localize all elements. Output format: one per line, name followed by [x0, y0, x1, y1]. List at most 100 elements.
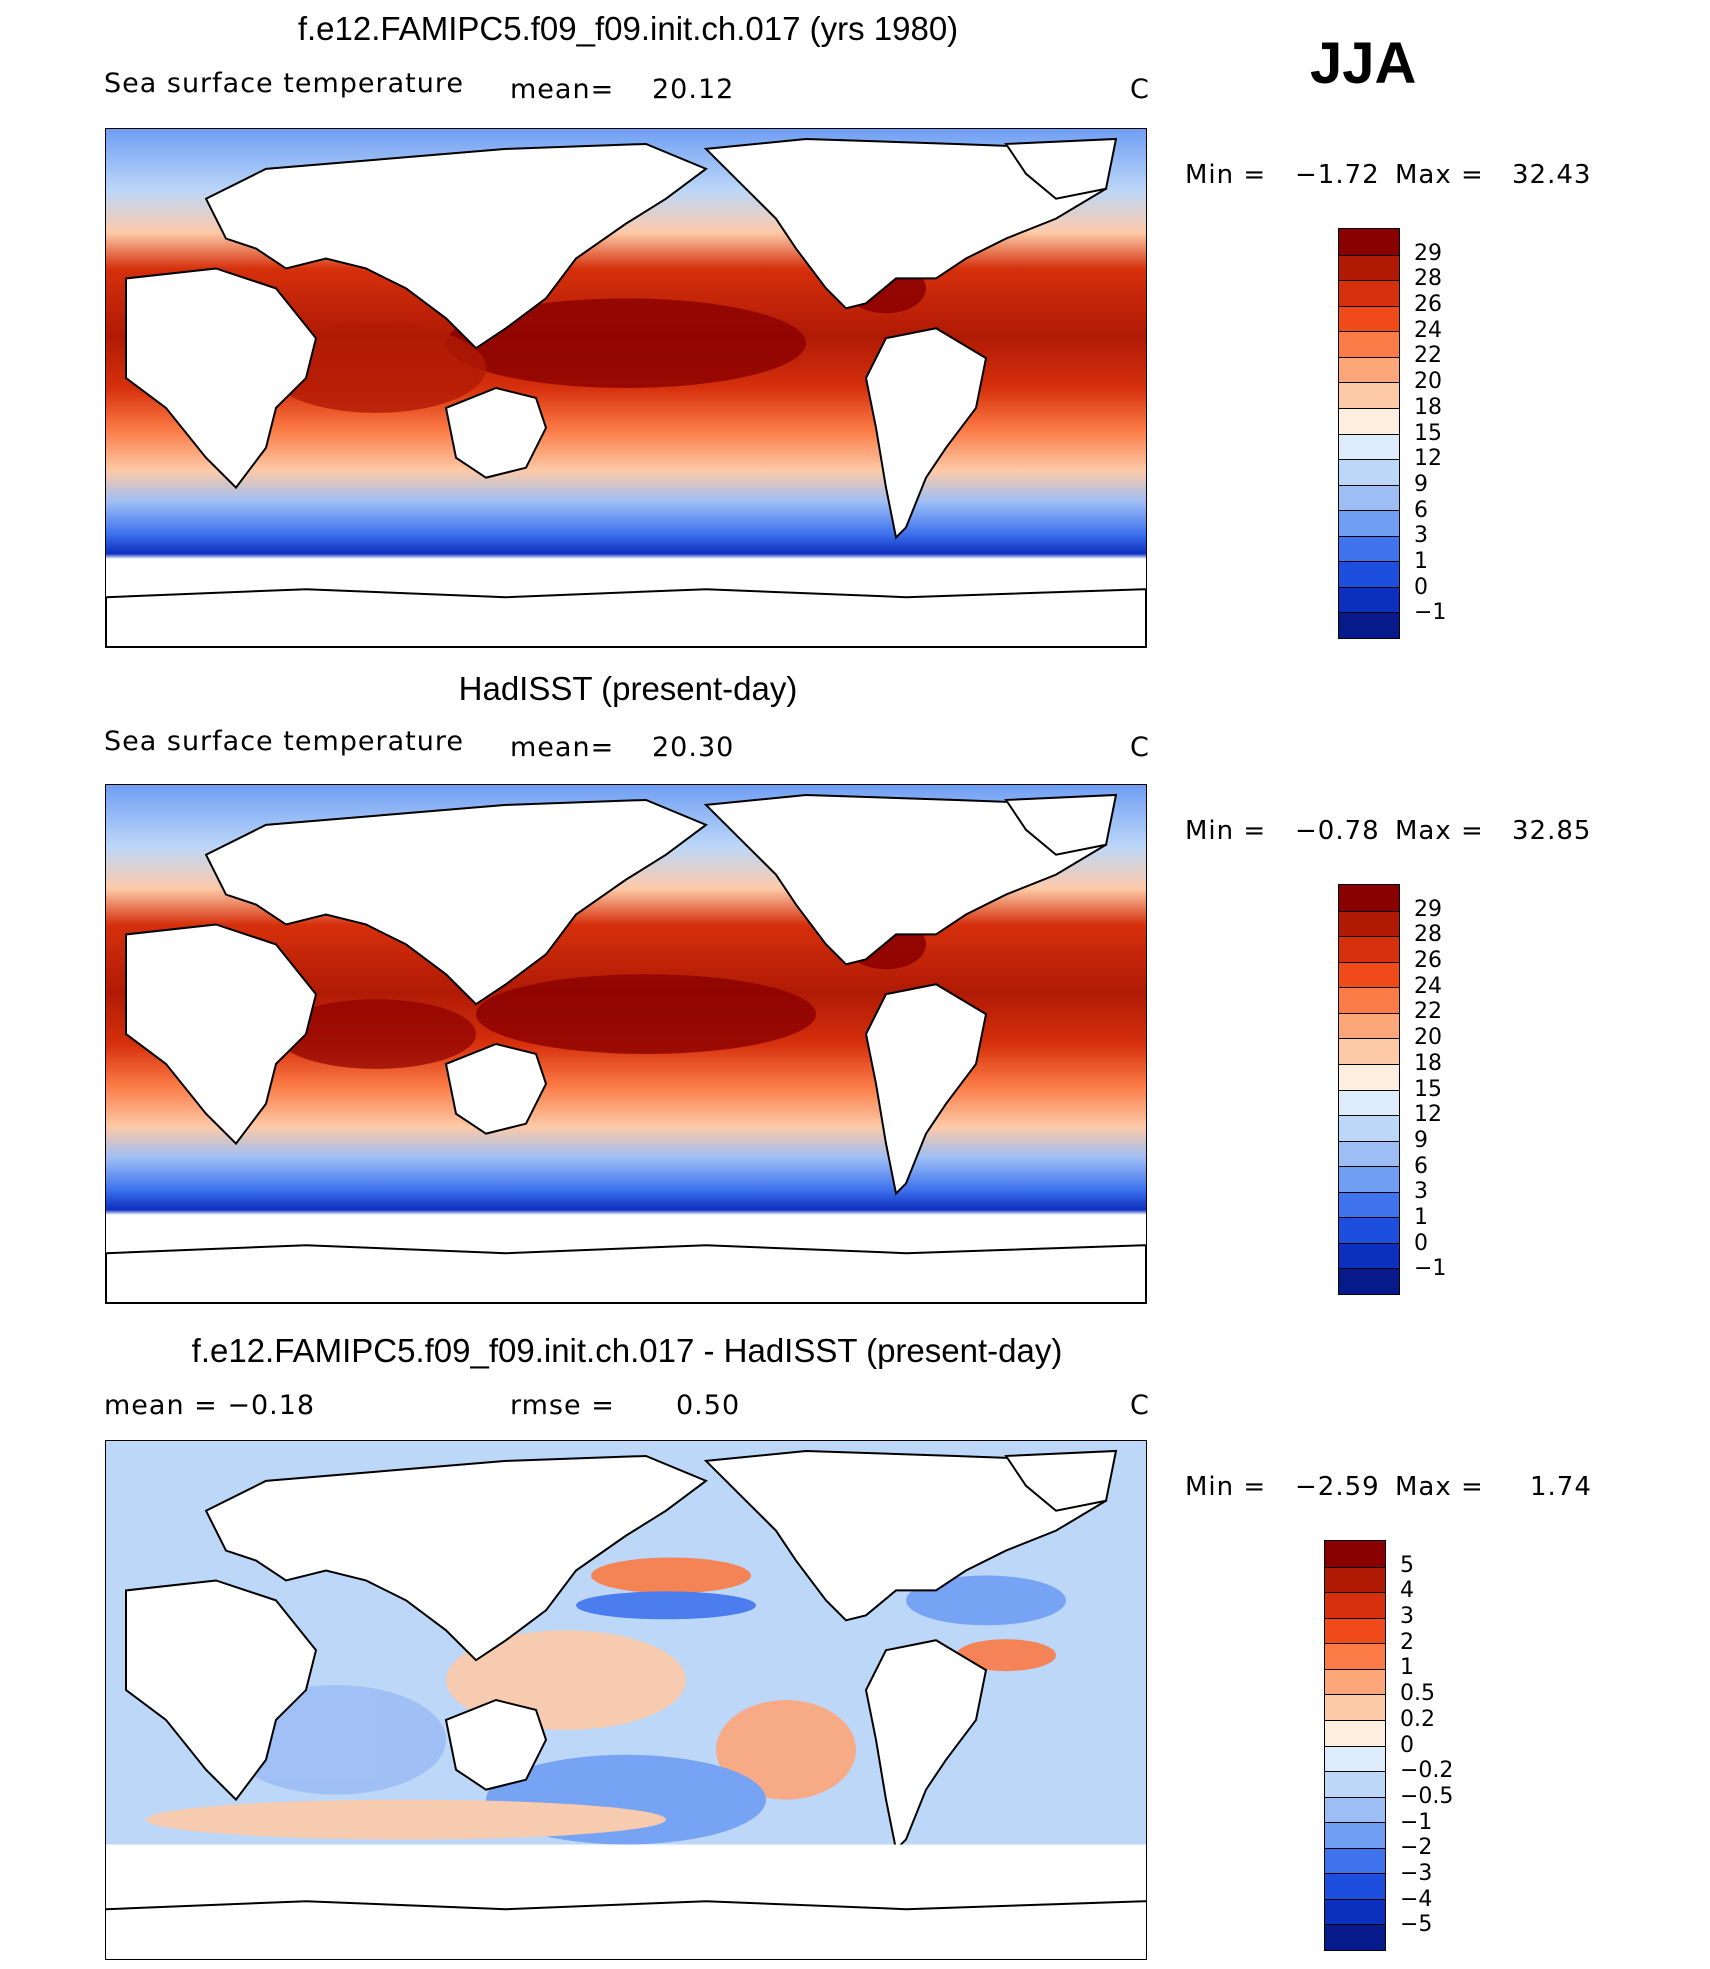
colorbar-swatch	[1339, 331, 1399, 357]
colorbar-swatch	[1339, 459, 1399, 485]
panel-3-anomaly-atlantic-cold	[906, 1575, 1066, 1626]
panel-2-eurasia	[204, 798, 708, 1006]
panel-1-max-label: Max =	[1395, 160, 1484, 190]
panel-3-australia	[444, 1698, 548, 1791]
colorbar-tick-label: −1	[1414, 600, 1447, 626]
panel-3-anomaly-east-pacific	[716, 1700, 856, 1800]
colorbar-tick-label: 12	[1414, 1102, 1442, 1128]
panel-2-antarctica	[106, 1244, 1146, 1303]
colorbar-swatch	[1339, 1268, 1399, 1294]
colorbar-tick-label: 3	[1414, 1179, 1428, 1205]
colorbar-swatch	[1339, 433, 1399, 460]
colorbar-tick-label: 6	[1414, 497, 1428, 523]
colorbar-tick-label: 3	[1414, 523, 1428, 549]
colorbar-swatch	[1339, 1166, 1399, 1192]
panel-1-australia	[444, 386, 548, 479]
panel-2-mean-label: mean=	[510, 732, 615, 763]
panel-1-warm-pool	[446, 298, 806, 388]
panel-3-max-value: 1.74	[1530, 1472, 1592, 1502]
panel-1-title: f.e12.FAMIPC5.f09_f09.init.ch.017 (yrs 1…	[297, 10, 959, 47]
colorbar-swatch	[1339, 356, 1399, 383]
colorbar-swatch	[1325, 1592, 1385, 1618]
colorbar-tick-label: 0.5	[1400, 1681, 1435, 1707]
colorbar-swatch	[1325, 1873, 1385, 1899]
panel-3-eurasia	[204, 1454, 708, 1662]
colorbar-tick-label: −4	[1400, 1886, 1433, 1912]
colorbar-swatch	[1325, 1796, 1385, 1823]
colorbar-swatch	[1325, 1771, 1385, 1797]
colorbar-tick-label: 20	[1414, 369, 1442, 395]
colorbar-swatch	[1339, 1089, 1399, 1116]
colorbar-swatch	[1325, 1617, 1385, 1644]
panel-3-antarctica	[106, 1844, 1146, 1959]
panel-3-max-label: Max =	[1395, 1472, 1484, 1502]
panel-3-colorbar-ticks: 5 4 3 2 1 0.5 0.2 0 −0.2 −0.5 −1 −2 −3 −4 −5	[1400, 1540, 1480, 1951]
panel-3-anomaly-southern-ocean	[146, 1799, 666, 1840]
colorbar-swatch	[1339, 1012, 1399, 1039]
colorbar-swatch	[1325, 1541, 1385, 1567]
colorbar-swatch	[1325, 1822, 1385, 1848]
colorbar-swatch	[1325, 1566, 1385, 1593]
colorbar-swatch	[1339, 936, 1399, 962]
colorbar-tick-label: 5	[1400, 1552, 1414, 1578]
panel-2-mean-value: 20.30	[652, 732, 735, 763]
colorbar-swatch	[1339, 229, 1399, 255]
panel-1-colorbar	[1338, 228, 1400, 639]
colorbar-swatch	[1325, 1643, 1385, 1669]
panel-1-south-america	[864, 327, 988, 540]
colorbar-tick-label: 3	[1400, 1604, 1414, 1630]
colorbar-tick-label: 22	[1414, 343, 1442, 369]
panel-2-south-america	[864, 983, 988, 1196]
panel-2-units: C	[1130, 732, 1150, 763]
colorbar-tick-label: −0.2	[1400, 1758, 1454, 1784]
colorbar-tick-label: 1	[1414, 548, 1428, 574]
colorbar-tick-label: 4	[1400, 1578, 1414, 1604]
colorbar-tick-label: 18	[1414, 394, 1442, 420]
panel-2-warm-pool	[476, 974, 816, 1054]
colorbar-tick-label: 2	[1400, 1629, 1414, 1655]
colorbar-swatch	[1339, 612, 1399, 638]
panel-3-greenland	[1004, 1449, 1118, 1512]
panel-1-africa	[125, 267, 318, 490]
colorbar-swatch	[1325, 1719, 1385, 1746]
panel-1-min-value: −1.72	[1295, 160, 1380, 190]
panel-3-min-value: −2.59	[1295, 1472, 1380, 1502]
panel-3-colorbar	[1324, 1540, 1386, 1951]
panel-2-min-label: Min =	[1185, 816, 1267, 846]
colorbar-tick-label: 0	[1400, 1732, 1414, 1758]
colorbar-swatch	[1339, 1242, 1399, 1269]
panel-3-anomaly-north-pacific-warm	[591, 1557, 751, 1594]
panel-1-units: C	[1130, 74, 1150, 105]
colorbar-tick-label: 20	[1414, 1025, 1442, 1051]
panel-3-title: f.e12.FAMIPC5.f09_f09.init.ch.017 - HadI…	[191, 1332, 1063, 1369]
colorbar-swatch	[1339, 407, 1399, 434]
colorbar-swatch	[1339, 280, 1399, 306]
panel-2-colorbar	[1338, 884, 1400, 1295]
colorbar-tick-label: 9	[1414, 471, 1428, 497]
colorbar-tick-label: 1	[1400, 1655, 1414, 1681]
colorbar-tick-label: 1	[1414, 1204, 1428, 1230]
colorbar-tick-label: −0.5	[1400, 1783, 1454, 1809]
season-label: JJA	[1310, 31, 1417, 96]
panel-2-colorbar-ticks: 29 28 26 24 22 20 18 15 12 9 6 3 1 0 −1	[1414, 884, 1494, 1295]
colorbar-tick-label: 22	[1414, 999, 1442, 1025]
colorbar-swatch	[1339, 1191, 1399, 1218]
colorbar-tick-label: 26	[1414, 292, 1442, 318]
colorbar-swatch	[1325, 1898, 1385, 1925]
colorbar-tick-label: 24	[1414, 973, 1442, 999]
panel-3-africa	[125, 1579, 318, 1802]
colorbar-tick-label: 15	[1414, 1076, 1442, 1102]
panel-3-south-america	[864, 1639, 988, 1852]
colorbar-tick-label: 29	[1414, 240, 1442, 266]
colorbar-tick-label: −1	[1400, 1809, 1433, 1835]
panel-1-eurasia	[204, 142, 708, 350]
colorbar-tick-label: 0	[1414, 574, 1428, 600]
panel-1-min-label: Min =	[1185, 160, 1267, 190]
colorbar-tick-label: 15	[1414, 420, 1442, 446]
panel-1-map	[105, 128, 1147, 648]
colorbar-tick-label: 28	[1414, 922, 1442, 948]
panel-2-indian-warm	[276, 999, 476, 1069]
colorbar-swatch	[1339, 987, 1399, 1013]
panel-3-rmse-label: rmse =	[510, 1390, 615, 1421]
colorbar-tick-label: 28	[1414, 266, 1442, 292]
